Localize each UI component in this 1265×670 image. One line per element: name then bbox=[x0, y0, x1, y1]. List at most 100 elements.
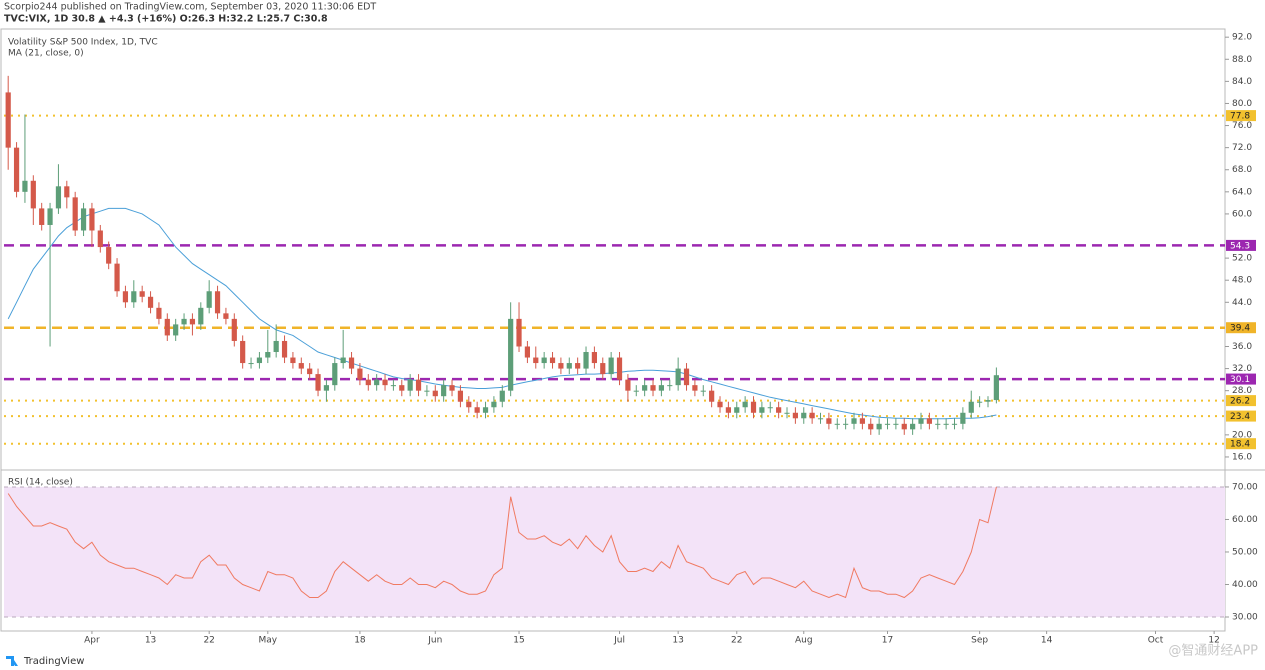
candle-body bbox=[918, 418, 924, 424]
candle-body bbox=[432, 390, 438, 397]
candle-body bbox=[817, 418, 824, 420]
candle-body bbox=[382, 379, 388, 386]
level-label: 23.4 bbox=[1230, 412, 1250, 422]
candle-body bbox=[591, 352, 598, 364]
y-tick-label: 72.0 bbox=[1232, 143, 1252, 153]
y-tick-label: 30.00 bbox=[1232, 612, 1258, 622]
y-tick-label: 48.0 bbox=[1232, 276, 1252, 286]
candle-body bbox=[834, 423, 840, 425]
candle-body bbox=[625, 379, 631, 391]
candle-body bbox=[566, 363, 572, 369]
candle-body bbox=[776, 407, 782, 413]
candle-body bbox=[64, 186, 70, 198]
y-tick-label: 32.0 bbox=[1232, 364, 1252, 374]
level-label-bg bbox=[1226, 373, 1256, 385]
ma-legend: MA (21, close, 0) bbox=[8, 49, 84, 59]
symbol-line: TVC:VIX, 1D 30.8 ▲ +4.3 (+16%) O:26.3 H:… bbox=[4, 14, 328, 25]
y-tick-label: 16.0 bbox=[1232, 452, 1252, 462]
candle-body bbox=[968, 401, 974, 413]
x-tick-label: 12 bbox=[1208, 636, 1219, 646]
candle-body bbox=[750, 401, 757, 413]
y-tick-label: 20.0 bbox=[1232, 430, 1252, 440]
candle-body bbox=[357, 368, 363, 380]
y-tick-label: 84.0 bbox=[1232, 77, 1252, 87]
publisher: Scorpio244 published on TradingView.com,… bbox=[4, 2, 376, 13]
level-label: 39.4 bbox=[1230, 324, 1250, 334]
candle-body bbox=[826, 418, 832, 424]
x-tick-label: Oct bbox=[1148, 636, 1164, 646]
candle-body bbox=[265, 352, 271, 358]
y-tick-label: 70.00 bbox=[1232, 482, 1258, 492]
candle-body bbox=[943, 423, 949, 425]
candle-body bbox=[248, 363, 254, 365]
candle-body bbox=[926, 418, 932, 424]
x-tick-label: Aug bbox=[795, 636, 813, 646]
candle-body bbox=[709, 390, 715, 402]
y-tick-label: 44.0 bbox=[1232, 298, 1252, 308]
candle-body bbox=[55, 186, 62, 209]
candle-body bbox=[683, 368, 690, 386]
candle-body bbox=[960, 412, 966, 424]
candle-body bbox=[717, 401, 723, 408]
level-label-bg bbox=[1226, 395, 1256, 407]
y-tick-label: 80.0 bbox=[1232, 99, 1252, 109]
x-tick-label: 13 bbox=[672, 636, 683, 646]
candle-body bbox=[809, 412, 815, 419]
candle-body bbox=[223, 313, 229, 319]
candle-body bbox=[893, 423, 899, 425]
y-tick-label: 60.00 bbox=[1232, 515, 1258, 525]
candle-body bbox=[801, 412, 807, 419]
candle-body bbox=[307, 368, 313, 375]
candle-body bbox=[315, 374, 321, 391]
candle-body bbox=[114, 263, 120, 292]
candle-body bbox=[30, 180, 36, 209]
candle-body bbox=[407, 379, 413, 391]
candle-body bbox=[876, 423, 882, 430]
y-tick-label: 28.0 bbox=[1232, 386, 1252, 396]
candle-body bbox=[374, 379, 380, 386]
candle-body bbox=[491, 401, 497, 408]
candle-body bbox=[993, 375, 999, 401]
rsi-title: RSI (14, close) bbox=[8, 478, 73, 488]
candle-body bbox=[189, 318, 196, 325]
candle-body bbox=[298, 363, 304, 369]
candle-body bbox=[633, 390, 639, 392]
candle-body bbox=[616, 357, 623, 380]
level-label: 77.8 bbox=[1230, 112, 1250, 122]
candle-body bbox=[784, 412, 790, 414]
candle-body bbox=[951, 423, 958, 425]
candle-body bbox=[72, 197, 78, 231]
candle-body bbox=[868, 423, 874, 430]
candle-body bbox=[508, 318, 514, 391]
x-tick-label: 15 bbox=[513, 636, 524, 646]
candle-body bbox=[13, 147, 20, 192]
candle-body bbox=[449, 385, 455, 391]
level-label-bg bbox=[1226, 410, 1256, 422]
candle-body bbox=[901, 423, 907, 430]
x-tick-label: 13 bbox=[145, 636, 156, 646]
candle-body bbox=[516, 318, 522, 347]
y-tick-label: 64.0 bbox=[1232, 187, 1252, 197]
candle-body bbox=[39, 208, 45, 225]
candle-body bbox=[273, 340, 279, 353]
level-label: 30.1 bbox=[1230, 375, 1250, 385]
candle-body bbox=[759, 407, 765, 413]
candle-body bbox=[541, 357, 547, 364]
candle-body bbox=[742, 401, 748, 408]
candle-body bbox=[390, 385, 397, 387]
level-label: 54.3 bbox=[1230, 241, 1250, 251]
candle-body bbox=[725, 407, 731, 413]
candle-body bbox=[642, 385, 648, 391]
y-tick-label: 88.0 bbox=[1232, 55, 1252, 65]
candle-body bbox=[122, 291, 129, 303]
candle-body bbox=[499, 390, 505, 402]
level-label-bg bbox=[1226, 322, 1256, 334]
candle-body bbox=[139, 291, 145, 297]
candle-body bbox=[884, 423, 891, 425]
candle-body bbox=[675, 368, 681, 386]
candle-body bbox=[533, 357, 539, 364]
candle-body bbox=[147, 296, 154, 308]
x-tick-label: May bbox=[258, 636, 277, 646]
candle-body bbox=[424, 390, 430, 392]
